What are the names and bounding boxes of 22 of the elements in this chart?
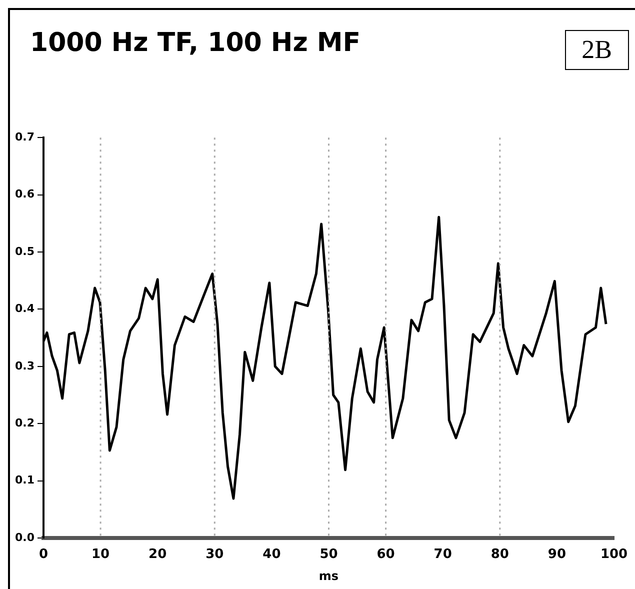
text: 2B xyxy=(564,30,629,70)
y-tick-label: 0.4 xyxy=(14,302,35,316)
x-tick-label: 50 xyxy=(320,547,338,562)
y-tick-label: 0.7 xyxy=(14,130,34,144)
y-tick-label: 0.0 xyxy=(14,530,35,544)
x-tick-label: 90 xyxy=(548,547,566,562)
y-tick-label: 0.3 xyxy=(14,359,34,372)
x-tick-label: 0 xyxy=(38,547,48,562)
y-tick-label: 0.6 xyxy=(14,188,35,201)
y-tick-label: 0.5 xyxy=(14,244,34,258)
x-tick-label: 60 xyxy=(376,547,395,562)
chart-title: 1000 Hz TF, 100 Hz MF xyxy=(30,28,361,58)
y-tick-label: 0.1 xyxy=(14,474,34,487)
x-tick-label: 40 xyxy=(262,547,281,562)
x-tick-label: 20 xyxy=(148,547,167,562)
x-tick-label: 30 xyxy=(206,547,224,562)
x-tick-label: 100 xyxy=(600,547,628,562)
x-axis-title: ms xyxy=(318,568,339,583)
y-tick-label: 0.2 xyxy=(14,416,34,430)
x-tick-label: 80 xyxy=(490,547,509,562)
x-tick-label: 70 xyxy=(434,547,452,562)
x-tick-label: 10 xyxy=(91,547,110,562)
